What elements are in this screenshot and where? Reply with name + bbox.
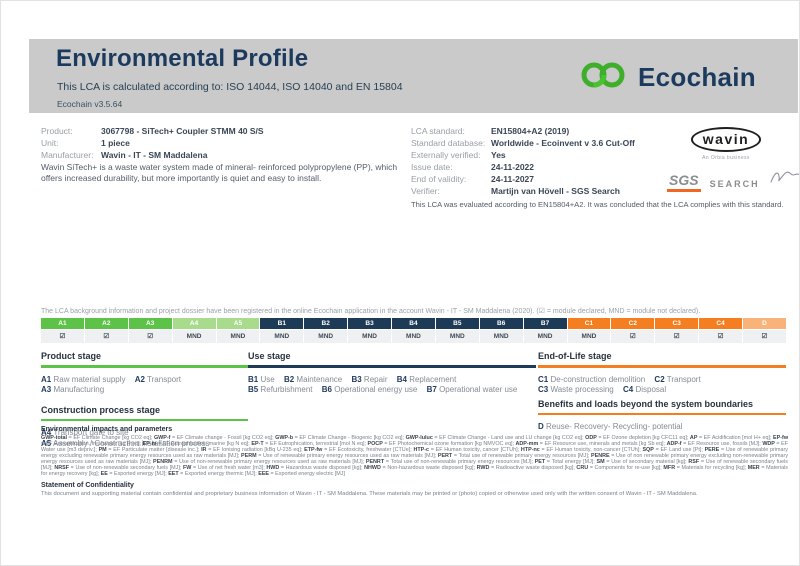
module-col-c3: C3 ☑ (655, 318, 699, 343)
stage-item: B7 Operational water use (426, 385, 518, 394)
use-stage-section: Use stage B1 Use B2 Maintenance B3 Repai… (248, 351, 536, 396)
end-of-life-title: End-of-Life stage (538, 351, 612, 361)
stage-item: D Reuse- Recovery- Recycling- potential (538, 422, 683, 431)
module-col-b1: B1 MND (260, 318, 304, 343)
externally-verified-value: Yes (491, 150, 506, 160)
standard-database-label: Standard database: (411, 138, 486, 148)
modules-table: A1 ☑ A2 ☑ A3 ☑ A4 MND A5 MND B1 MND B2 MND B3 MN… (41, 318, 786, 343)
lca-standard-value: EN15804+A2 (2019) (491, 126, 570, 136)
module-col-a5: A5 MND (216, 318, 260, 343)
impacts-abbreviations: GWP-total = EF Climate Change [kg CO2 eq… (41, 435, 789, 477)
unit-value: 1 piece (101, 138, 130, 148)
page-title: Environmental Profile (56, 45, 309, 72)
benefits-title: Benefits and loads beyond the system bou… (538, 398, 754, 409)
stage-item: B2 Maintenance (283, 374, 343, 384)
stage-item: B3 Repair (351, 374, 388, 384)
lca-standard-label: LCA standard: (411, 126, 465, 136)
externally-verified-label: Externally verified: (411, 150, 481, 160)
stage-item: B6 Operational energy use (321, 385, 418, 394)
end-of-life-items: C1 De-construction demolition C2 Transpo… (538, 375, 786, 396)
product-stage-section: Product stage A1 Raw material supply A2 … (41, 351, 248, 449)
benefits-rule (538, 412, 786, 415)
standard-database-value: Worldwide - Ecoinvent v 3.6 Cut-Off (491, 138, 635, 148)
module-col-a4: A4 MND (172, 318, 216, 343)
use-stage-items: B1 Use B2 Maintenance B3 Repair B4 Repla… (248, 375, 536, 396)
end-of-validity-value: 24-11-2027 (491, 174, 535, 184)
module-col-a1: A1 ☑ (41, 318, 84, 343)
stage-item: B5 Refurbishment (248, 385, 313, 394)
end-of-validity-label: End of validity: (411, 174, 467, 184)
search-wordmark: SEARCH (709, 179, 760, 189)
module-col-b4: B4 MND (392, 318, 435, 343)
construction-stage-title: Construction process stage (41, 404, 161, 415)
ecochain-wordmark: Ecochain (638, 62, 756, 92)
wavin-logo: wavin An Orbia business (689, 127, 763, 161)
stage-item: B1 Use (248, 374, 275, 384)
issue-date-label: Issue date: (411, 162, 453, 172)
module-col-c4: C4 ☑ (699, 318, 742, 343)
wavin-tagline: An Orbia business (702, 155, 750, 161)
manufacturer-value: Wavin - IT - SM Maddalena (101, 150, 208, 160)
product-label: Product: (41, 126, 73, 136)
confidentiality-text: This document and supporting material co… (41, 491, 698, 497)
stage-item: C1 De-construction demolition (538, 374, 646, 384)
stage-item: A4 Transport gate to site (41, 428, 129, 437)
manufacturer-label: Manufacturer: (41, 150, 94, 160)
module-col-a3: A3 ☑ (128, 318, 172, 343)
stage-item: C4 Disposal (623, 385, 667, 394)
end-of-life-section: End-of-Life stage C1 De-construction dem… (538, 351, 786, 433)
wavin-wordmark: wavin (690, 127, 762, 152)
module-col-a2: A2 ☑ (84, 318, 128, 343)
sgs-search-logo: SGS SEARCH (667, 168, 799, 192)
module-col-c1: C1 MND (567, 318, 611, 343)
confidentiality-title: Statement of Confidentiality (41, 482, 134, 489)
stage-item: A3 Manufacturing (41, 385, 105, 394)
unit-label: Unit: (41, 138, 59, 148)
end-of-life-rule (538, 365, 786, 368)
module-col-b6: B6 MND (479, 318, 523, 343)
verifier-signature-icon (769, 168, 799, 191)
stage-item: A1 Raw material supply (41, 374, 126, 384)
header-subtitle: This LCA is calculated according to: ISO… (57, 81, 403, 93)
module-col-b2: B2 MND (304, 318, 348, 343)
use-stage-rule (248, 365, 536, 368)
product-value: 3067798 - SiTech+ Coupler STMM 40 S/S (101, 126, 264, 136)
stage-item: C3 Waste processing (538, 385, 614, 394)
stage-item: B4 Replacement (396, 374, 457, 384)
product-row: Product: (41, 126, 73, 138)
impacts-title: Environmental impacts and parameters (41, 426, 173, 433)
stage-item: A2 Transport (134, 374, 181, 384)
issue-date-value: 24-11-2022 (491, 162, 535, 172)
construction-stage-rule (41, 418, 248, 421)
module-col-b5: B5 MND (435, 318, 479, 343)
sgs-wordmark: SGS (667, 172, 701, 192)
product-description: Wavin SiTech+ is a waste water system ma… (41, 162, 398, 183)
module-col-b3: B3 MND (348, 318, 391, 343)
verifier-value: Martijn van Hövell - SGS Search (491, 186, 620, 196)
ecochain-logo: Ecochain (578, 59, 756, 96)
module-col-d: D ☑ (743, 318, 786, 343)
product-stage-title: Product stage (41, 351, 102, 361)
construction-stage-items: A4 Transport gate to site A5 Assembly / … (41, 428, 248, 449)
use-stage-title: Use stage (248, 351, 291, 361)
module-col-c2: C2 ☑ (611, 318, 655, 343)
product-stage-rule (41, 365, 248, 368)
benefits-items: D Reuse- Recovery- Recycling- potential (538, 422, 786, 433)
stage-item: C2 Transport (654, 374, 701, 384)
app-version: Ecochain v3.5.64 (57, 99, 123, 109)
product-stage-items: A1 Raw material supply A2 Transport A3 M… (41, 375, 248, 396)
verifier-label: Verifier: (411, 186, 440, 196)
modules-intro: The LCA background information and proje… (41, 308, 701, 315)
module-col-b7: B7 MND (523, 318, 567, 343)
ecochain-chain-icon (578, 59, 630, 96)
stage-item: A5 Assembly / Construction installation … (41, 438, 210, 448)
header-band: Environmental Profile This LCA is calcul… (29, 39, 798, 113)
evaluation-note: This LCA was evaluated according to EN15… (411, 200, 784, 209)
